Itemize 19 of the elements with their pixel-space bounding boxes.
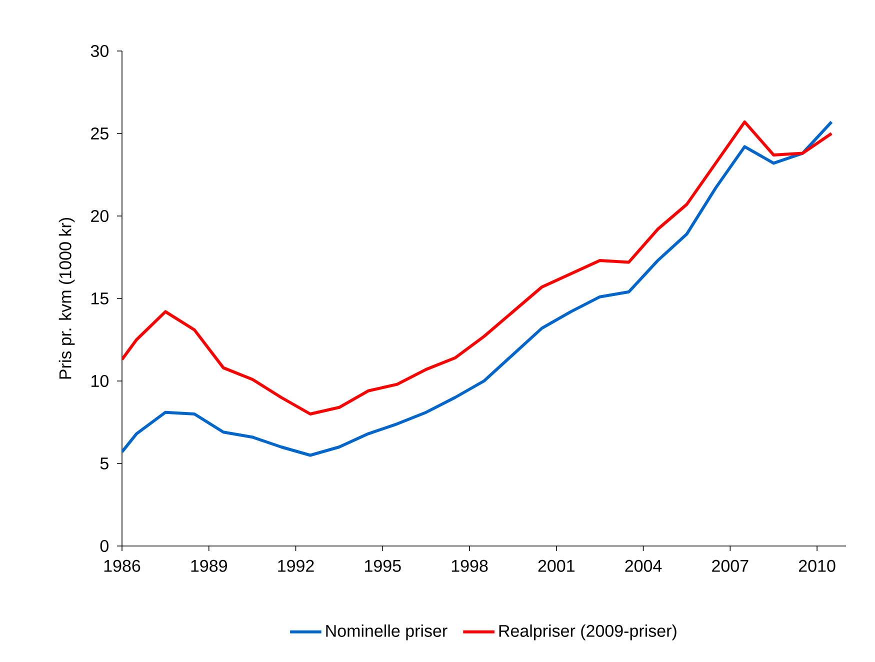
x-tick-label: 2001 <box>538 560 574 572</box>
y-tick-label: 15 <box>92 292 108 304</box>
legend-label: Realpriser (2009-priser) <box>499 624 676 640</box>
y-axis-title: Pris pr. kvm (1000 kr) <box>58 218 75 379</box>
x-tick-label: 1986 <box>104 560 140 572</box>
y-tick-label: 30 <box>90 44 108 58</box>
y-tick-label: 10 <box>92 374 108 388</box>
y-tick-label: 20 <box>91 210 108 222</box>
x-tick-label: 2010 <box>799 560 836 572</box>
x-tick-label: 1998 <box>452 560 488 572</box>
y-tick-label: 0 <box>100 540 108 552</box>
x-tick-label: 1992 <box>278 560 314 572</box>
x-tick-label: 1989 <box>191 560 227 572</box>
x-tick-label: 1995 <box>365 560 401 572</box>
legend-label: Nominelle priser <box>326 624 448 640</box>
y-tick-label: 25 <box>91 127 108 140</box>
x-tick-label: 2004 <box>625 560 662 572</box>
x-tick-label: 2007 <box>712 560 748 572</box>
y-tick-label: 5 <box>100 458 108 470</box>
